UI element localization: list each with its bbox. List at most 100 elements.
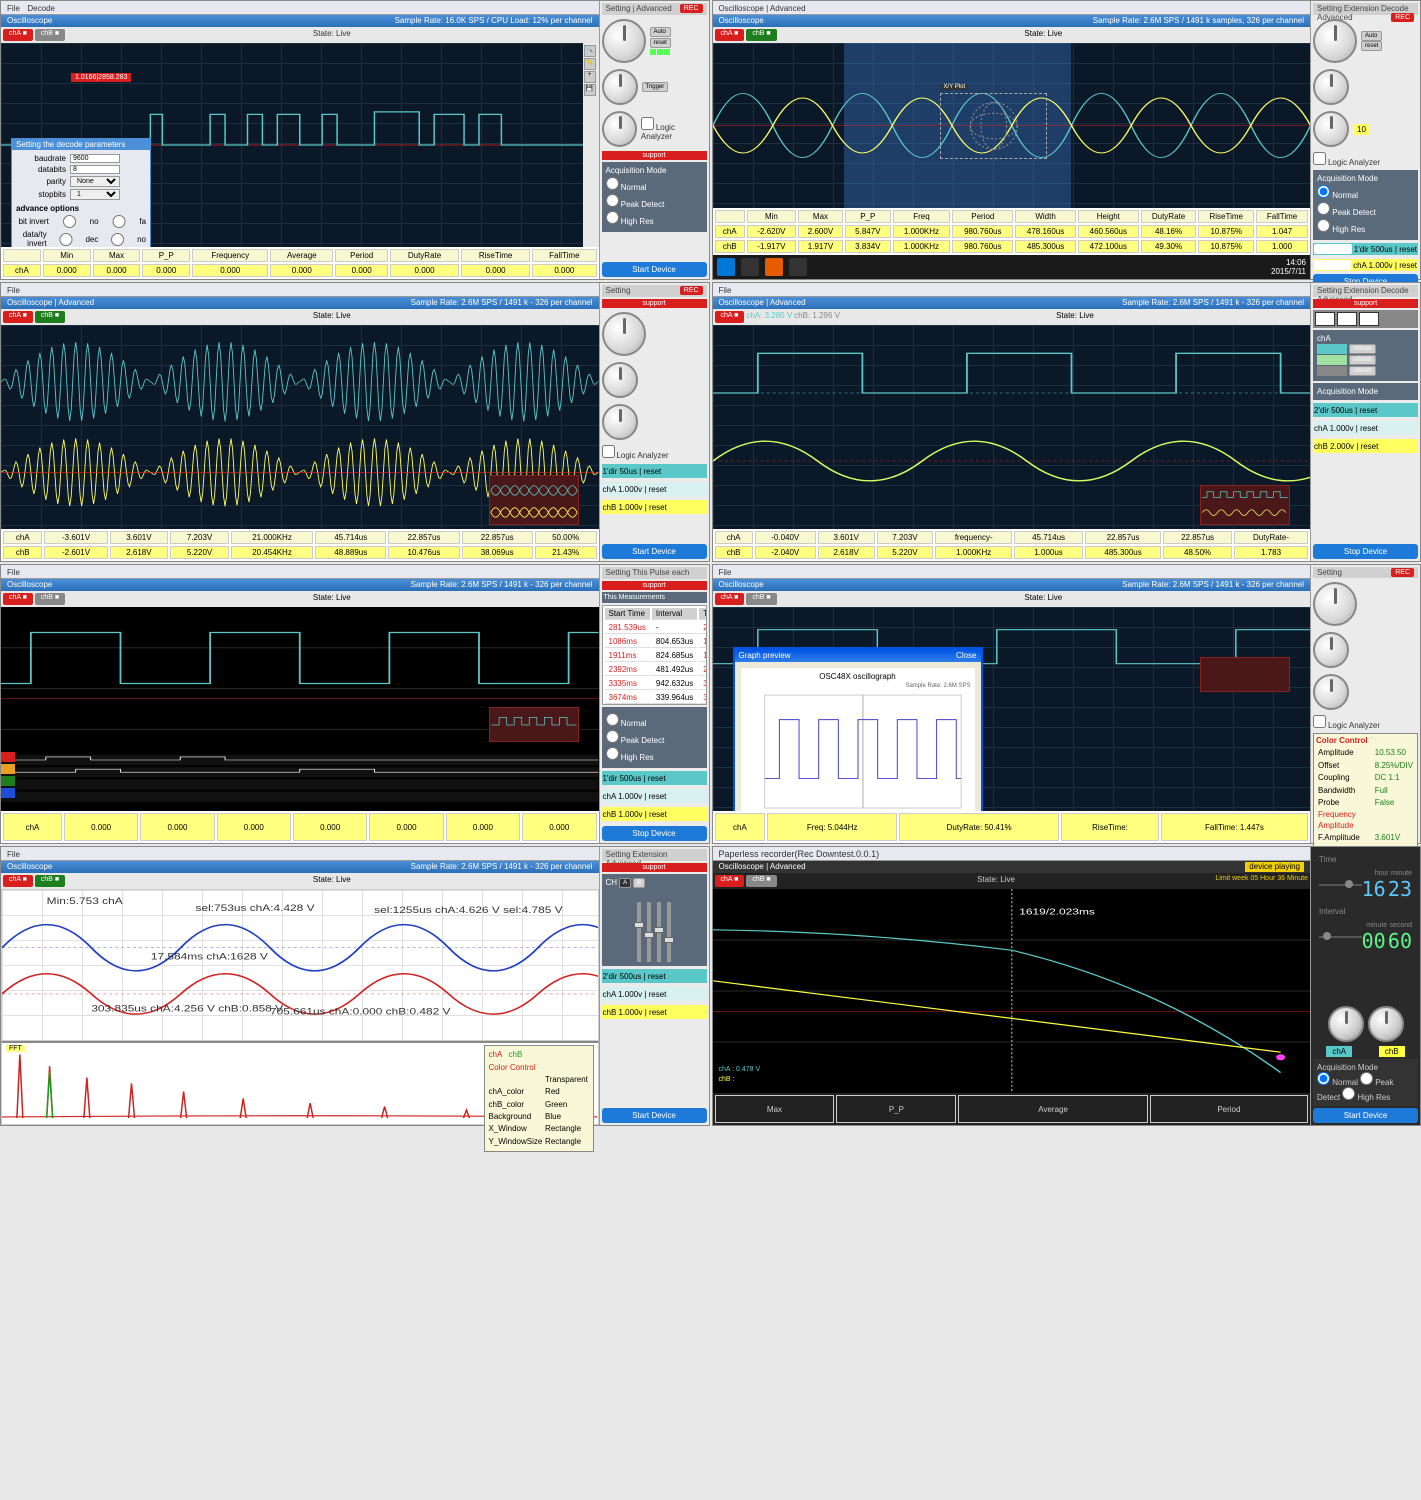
scope-panel-3: File Oscilloscope | AdvancedSample Rate:… bbox=[0, 282, 710, 562]
control-tabs: Setting | Advanced REC bbox=[602, 3, 707, 15]
equalizer-panel: CH A B bbox=[602, 874, 707, 966]
volts-knob[interactable] bbox=[1313, 111, 1349, 147]
cha-knob[interactable] bbox=[1328, 1006, 1364, 1042]
windows-taskbar: 14:06 2015/7/11 bbox=[713, 255, 1311, 279]
baudrate-input[interactable] bbox=[70, 154, 120, 163]
reset-button[interactable]: reset bbox=[650, 38, 671, 48]
wave-square-icon[interactable]: ⊓ bbox=[1337, 312, 1357, 326]
menu-file[interactable]: File bbox=[7, 4, 20, 13]
preview-inset bbox=[1200, 485, 1290, 525]
timebase-knob[interactable] bbox=[602, 312, 646, 356]
waveform-canvas[interactable]: 1619/2.023ms chA : 0.478 V chB : bbox=[713, 889, 1311, 1093]
timebase-knob[interactable] bbox=[602, 19, 646, 63]
chb-knob[interactable] bbox=[1368, 1006, 1404, 1042]
start-icon[interactable] bbox=[717, 258, 735, 276]
stopbits-select[interactable]: 1 bbox=[70, 189, 120, 200]
interval-slider[interactable] bbox=[1319, 936, 1362, 938]
eq-slider[interactable] bbox=[657, 902, 661, 962]
waveform-canvas[interactable]: X/Y Plot bbox=[713, 43, 1311, 208]
menu-decode[interactable]: Decode bbox=[27, 4, 55, 13]
eq-slider[interactable] bbox=[667, 902, 671, 962]
measurement-table: MinMaxP_PFreqPeriodWidthHeightDutyRateRi… bbox=[713, 208, 1311, 255]
waveform-canvas[interactable] bbox=[1, 607, 599, 811]
volts-knob[interactable] bbox=[602, 404, 638, 440]
time-panel: Time hour minute16 23 Interval minute se… bbox=[1313, 849, 1418, 963]
waveform-canvas[interactable]: 1.0166|2858.283 Setting the decode param… bbox=[1, 43, 599, 247]
start-device-button[interactable]: Start Device bbox=[1313, 1108, 1418, 1123]
controls-panel: Setting Extension Decode AdvancedREC Aut… bbox=[1310, 1, 1420, 279]
preview-inset bbox=[489, 475, 579, 525]
trigger-button[interactable]: Trigger bbox=[642, 82, 669, 92]
hour-slider[interactable] bbox=[1319, 884, 1362, 886]
stop-device-button[interactable]: Stop Device bbox=[602, 826, 707, 841]
scope-panel-6: File OscilloscopeSample Rate: 2.6M SPS /… bbox=[712, 564, 1421, 844]
measurement-table: chA-0.040V3.601V7.203Vfrequency-45.714us… bbox=[713, 529, 1311, 561]
titlebar: OscilloscopeSample Rate: 2.6M SPS / 1491… bbox=[713, 15, 1311, 27]
measurement-table: MinMaxP_PFrequencyAveragePeriodDutyRateR… bbox=[1, 247, 599, 279]
eq-slider[interactable] bbox=[647, 902, 651, 962]
preview-inset bbox=[1200, 657, 1290, 692]
svg-text:Min:5.753 chA: Min:5.753 chA bbox=[47, 896, 124, 906]
app-icon[interactable] bbox=[789, 258, 807, 276]
svg-text:705.661us chA:0.000 chB:0.482: 705.661us chA:0.000 chB:0.482 V bbox=[270, 1007, 451, 1017]
waveform-canvas[interactable]: Graph previewClose OSC48X oscillograph S… bbox=[713, 607, 1311, 811]
start-device-button[interactable]: Start Device bbox=[602, 1108, 707, 1123]
graph-preview-popup: Graph previewClose OSC48X oscillograph S… bbox=[733, 647, 983, 811]
ch-badge-b[interactable]: chB ■ bbox=[35, 29, 65, 41]
controls-panel: Setting | Advanced REC Auto reset Trigge… bbox=[599, 1, 709, 279]
offset-knob[interactable] bbox=[1313, 632, 1349, 668]
fft-canvas[interactable]: FFT chA chB Color Control Transparent ch… bbox=[1, 1041, 599, 1125]
eq-slider[interactable] bbox=[637, 902, 641, 962]
svg-text:1619/2.023ms: 1619/2.023ms bbox=[1019, 908, 1095, 917]
waveform-canvas[interactable] bbox=[713, 325, 1311, 529]
signal-gen-panel: 〰 ⊓ △ bbox=[1313, 310, 1418, 328]
explorer-icon[interactable] bbox=[741, 258, 759, 276]
svg-text:sel:753us chA:4.428 V: sel:753us chA:4.428 V bbox=[196, 903, 316, 913]
menubar: File Decode bbox=[1, 1, 599, 15]
scope-panel-4: File Oscilloscope | AdvancedSample Rate:… bbox=[712, 282, 1421, 562]
waveform-canvas[interactable]: Min:5.753 chA sel:753us chA:4.428 V sel:… bbox=[1, 889, 599, 1041]
scope-panel-7: File OscilloscopeSample Rate: 2.6M SPS /… bbox=[0, 846, 710, 1126]
volts-knob[interactable] bbox=[602, 111, 637, 147]
ch-badge-a[interactable]: chA ■ bbox=[3, 29, 33, 41]
stop-device-button[interactable]: Stop Device bbox=[1313, 544, 1418, 559]
svg-text:17.584ms chA:1628 V: 17.584ms chA:1628 V bbox=[151, 951, 269, 961]
start-device-button[interactable]: Start Device bbox=[602, 262, 707, 277]
tool-measure-icon[interactable]: 📏 bbox=[584, 58, 596, 70]
timebase-knob[interactable] bbox=[1313, 582, 1357, 626]
popup-titlebar[interactable]: Graph previewClose bbox=[735, 649, 981, 662]
canvas-toolbar: 🔍 📏 + 💾 bbox=[583, 43, 599, 247]
parity-select[interactable]: None bbox=[70, 176, 120, 187]
la-channel-badges bbox=[1, 752, 15, 798]
acquisition-panel: Acquisition Mode Normal Peak Detect High… bbox=[602, 162, 707, 232]
pulse-table: Start TimeIntervalTime/DivInterval 281.5… bbox=[602, 605, 707, 705]
vlc-icon[interactable] bbox=[765, 258, 783, 276]
tool-zoom-icon[interactable]: 🔍 bbox=[584, 45, 596, 57]
offset-knob[interactable] bbox=[602, 362, 638, 398]
auto-button[interactable]: Auto bbox=[650, 27, 671, 37]
support-badge[interactable]: support bbox=[602, 151, 707, 160]
tool-save-icon[interactable]: 💾 bbox=[584, 84, 596, 96]
databits-input[interactable] bbox=[70, 165, 120, 174]
start-device-button[interactable]: Start Device bbox=[602, 544, 707, 559]
volts-knob[interactable] bbox=[1313, 674, 1349, 710]
scope-panel-8: Paperless recorder(Rec Downtest.0.0.1) O… bbox=[712, 846, 1421, 1126]
wave-sine-icon[interactable]: 〰 bbox=[1315, 312, 1335, 326]
tool-cursor-icon[interactable]: + bbox=[584, 71, 596, 83]
titlebar: Oscilloscope Sample Rate: 16.0K SPS / CP… bbox=[1, 15, 599, 27]
channel-strip: chA ■ chB ■ State: Live bbox=[1, 27, 599, 43]
preview-inset bbox=[489, 707, 579, 742]
offset-knob[interactable] bbox=[602, 69, 638, 105]
timebase-knob[interactable] bbox=[1313, 19, 1357, 63]
popup-close-button[interactable]: Close bbox=[956, 651, 976, 660]
rec-button[interactable]: REC bbox=[680, 4, 703, 13]
wave-triangle-icon[interactable]: △ bbox=[1359, 312, 1379, 326]
offset-knob[interactable] bbox=[1313, 69, 1349, 105]
channel-config-panel: chA refresh refresh refresh bbox=[1313, 330, 1418, 381]
waveform-canvas[interactable] bbox=[1, 325, 599, 529]
dialog-title: Setting the decode parameters bbox=[12, 139, 150, 150]
xy-plot-inset: X/Y Plot bbox=[940, 93, 1048, 159]
svg-text:303.835us chA:4.256 V chB:0.85: 303.835us chA:4.256 V chB:0.858 V bbox=[91, 1003, 284, 1013]
decode-dialog: Setting the decode parameters baudrate d… bbox=[11, 138, 151, 247]
scope-panel-5: File OscilloscopeSample Rate: 2.6M SPS /… bbox=[0, 564, 710, 844]
